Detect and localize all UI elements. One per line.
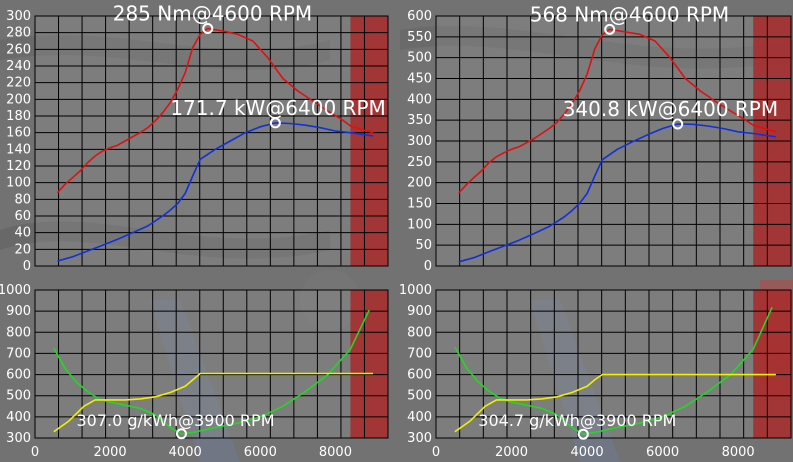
y-tick-label: 700 — [407, 346, 432, 361]
x-tick-label: 4000 — [571, 445, 604, 460]
y-tick-label: 150 — [407, 197, 432, 212]
redline-zone — [350, 290, 388, 438]
y-tick-label: 800 — [6, 325, 31, 340]
peak-marker — [604, 23, 616, 35]
y-tick-label: 100 — [407, 217, 432, 232]
peak-annotation: 340.8 kW@6400 RPM — [563, 97, 778, 121]
y-tick-label: 550 — [407, 30, 432, 45]
x-tick-label: 8000 — [722, 445, 755, 460]
y-tick-label: 450 — [407, 72, 432, 87]
y-tick-label: 400 — [407, 92, 432, 107]
y-tick-label: 500 — [407, 51, 432, 66]
peak-annotation: 171.7 kW@6400 RPM — [170, 96, 385, 120]
y-tick-label: 40 — [14, 226, 31, 241]
afr-series-line — [454, 373, 776, 433]
y-tick-label: 200 — [6, 92, 31, 107]
y-tick-label: 80 — [14, 192, 31, 207]
plot-border — [34, 15, 389, 267]
peak-marker — [202, 23, 214, 34]
y-tick-label: 220 — [6, 76, 31, 91]
y-tick-label: 0 — [23, 259, 31, 274]
y-tick-label: 280 — [6, 26, 31, 41]
y-tick-label: 900 — [407, 304, 432, 319]
peak-annotation: 304.7 g/kWh@3900 RPM — [478, 411, 676, 430]
y-tick-label: 60 — [14, 209, 31, 224]
y-tick-label: 700 — [6, 346, 31, 361]
y-tick-label: 400 — [6, 410, 31, 425]
x-tick-label: 4000 — [169, 445, 202, 460]
y-tick-label: 900 — [6, 304, 31, 319]
redline-zone — [350, 16, 388, 266]
y-tick-label: 240 — [6, 59, 31, 74]
peak-marker — [269, 117, 281, 129]
y-tick-label: 800 — [407, 325, 432, 340]
y-tick-label: 180 — [6, 109, 31, 124]
y-tick-label: 20 — [14, 242, 31, 257]
y-tick-label: 400 — [407, 410, 432, 425]
bsfc-series-line — [53, 309, 370, 435]
afr-series-line — [53, 372, 373, 433]
y-tick-label: 260 — [6, 42, 31, 57]
plot-area — [436, 290, 791, 438]
y-tick-label: 500 — [6, 389, 31, 404]
y-tick-label: 250 — [407, 155, 432, 170]
y-tick-label: 600 — [407, 9, 432, 24]
y-tick-label: 1000 — [399, 283, 432, 298]
y-tick-label: 120 — [6, 159, 31, 174]
power-series-line — [57, 122, 374, 262]
plot-border — [34, 289, 389, 439]
torque-series-line — [56, 27, 374, 194]
x-tick-label: 0 — [432, 445, 440, 460]
y-tick-label: 600 — [407, 368, 432, 383]
bsfc-series-line — [454, 306, 773, 436]
torque-series-line — [458, 28, 777, 194]
x-tick-label: 6000 — [646, 445, 679, 460]
x-tick-label: 8000 — [319, 445, 352, 460]
peak-annotation: 307.0 g/kWh@3900 RPM — [76, 411, 274, 430]
redline-zone — [753, 290, 791, 438]
peak-marker — [175, 428, 187, 440]
plot-border — [435, 289, 792, 439]
y-tick-label: 300 — [407, 431, 432, 446]
plot-area — [35, 16, 388, 266]
peak-marker — [672, 118, 684, 130]
plot-area — [35, 290, 388, 438]
y-tick-label: 1000 — [0, 283, 31, 298]
plot-border — [435, 15, 792, 267]
y-tick-label: 300 — [6, 9, 31, 24]
x-tick-label: 2000 — [495, 445, 528, 460]
y-tick-label: 50 — [415, 238, 432, 253]
y-tick-label: 500 — [407, 389, 432, 404]
y-tick-label: 300 — [6, 431, 31, 446]
y-tick-label: 600 — [6, 368, 31, 383]
power-series-line — [458, 123, 777, 263]
x-tick-label: 6000 — [244, 445, 277, 460]
peak-marker — [577, 428, 589, 440]
x-tick-label: 2000 — [94, 445, 127, 460]
y-tick-label: 140 — [6, 142, 31, 157]
x-tick-label: 0 — [31, 445, 39, 460]
y-tick-label: 100 — [6, 176, 31, 191]
y-tick-label: 200 — [407, 176, 432, 191]
y-tick-label: 300 — [407, 134, 432, 149]
y-tick-label: 0 — [424, 259, 432, 274]
y-tick-label: 350 — [407, 113, 432, 128]
y-tick-label: 160 — [6, 126, 31, 141]
peak-annotation: 285 Nm@4600 RPM — [113, 2, 312, 26]
peak-annotation: 568 Nm@4600 RPM — [530, 2, 729, 26]
